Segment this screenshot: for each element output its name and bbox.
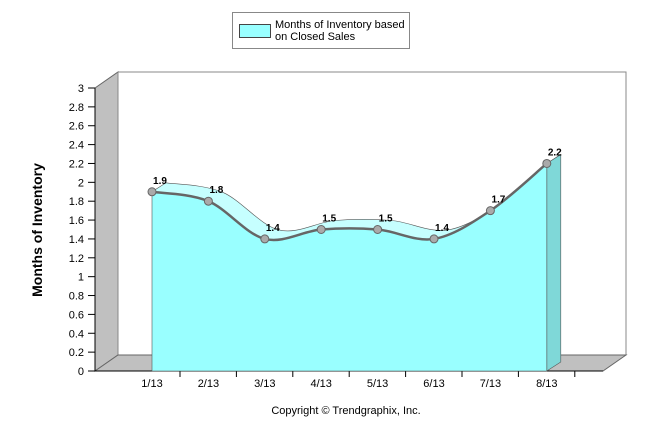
left-wall <box>94 71 119 372</box>
x-tick-label: 3/13 <box>254 378 275 390</box>
y-tick-label: 2.2 <box>69 158 84 170</box>
value-label: 1.4 <box>435 223 449 234</box>
point <box>429 234 439 244</box>
point <box>203 196 213 206</box>
x-tick-label: 6/13 <box>423 378 444 390</box>
legend-swatch <box>239 23 271 38</box>
x-tick-label: 2/13 <box>198 378 219 390</box>
point <box>316 225 326 234</box>
y-tick-label: 0.2 <box>69 347 84 359</box>
area-side <box>546 153 562 372</box>
value-label: 1.4 <box>266 223 280 234</box>
value-label: 1.7 <box>491 195 505 206</box>
legend-label: Months of Inventory based on Closed Sale… <box>275 18 405 43</box>
y-tick-label: 1.4 <box>69 234 84 246</box>
y-tick-label: 1.8 <box>69 196 84 208</box>
point <box>147 187 157 197</box>
y-axis-title: Months of Inventory <box>29 163 45 297</box>
footer: Copyright © Trendgraphix, Inc. <box>271 405 420 417</box>
y-tick-label: 2 <box>78 177 84 189</box>
x-tick-label: 4/13 <box>310 378 331 390</box>
y-tick-label: 0 <box>78 366 84 378</box>
y-tick-label: 1 <box>78 272 84 284</box>
legend: Months of Inventory based on Closed Sale… <box>232 12 410 49</box>
x-tick-label: 5/13 <box>367 378 388 390</box>
y-tick-label: 2.4 <box>69 140 84 152</box>
value-label: 1.5 <box>379 214 393 225</box>
y-tick-label: 0.6 <box>69 309 84 321</box>
value-label: 1.8 <box>209 185 223 196</box>
y-tick-label: 3 <box>78 83 84 95</box>
x-tick-label: 8/13 <box>536 378 557 390</box>
point <box>260 234 270 244</box>
y-tick-label: 1.2 <box>69 253 84 265</box>
value-label: 1.5 <box>322 214 336 225</box>
x-tick-label: 7/13 <box>480 378 501 390</box>
y-tick-label: 2.6 <box>69 121 84 133</box>
value-label: 1.9 <box>153 176 167 187</box>
x-tick-label: 1/13 <box>141 378 162 390</box>
value-label: 2.2 <box>548 147 562 158</box>
point <box>542 158 552 168</box>
point <box>485 206 495 216</box>
y-tick-label: 0.8 <box>69 291 84 303</box>
point <box>373 225 383 234</box>
y-tick-label: 2.8 <box>69 102 84 114</box>
y-tick-label: 1.6 <box>69 215 84 227</box>
y-tick-label: 0.4 <box>69 328 84 340</box>
